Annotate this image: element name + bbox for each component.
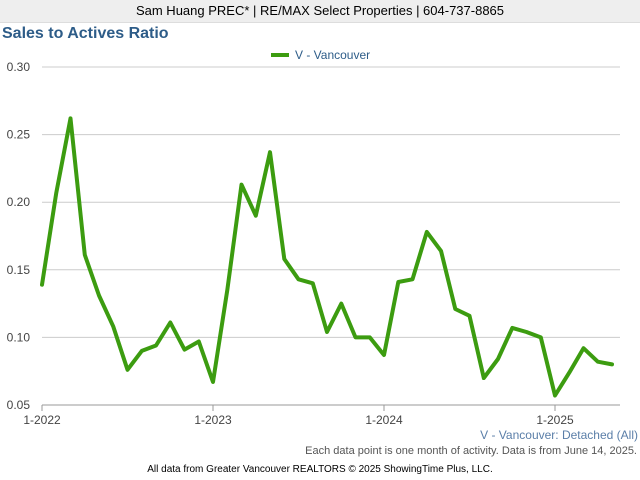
chart-subtitle: V - Vancouver: Detached (All) xyxy=(480,428,638,442)
y-tick-label: 0.30 xyxy=(7,60,31,74)
y-tick-label: 0.20 xyxy=(7,195,31,209)
agent-header: Sam Huang PREC* | RE/MAX Select Properti… xyxy=(0,0,640,23)
chart-title: Sales to Actives Ratio xyxy=(2,25,169,42)
data-note: Each data point is one month of activity… xyxy=(305,445,637,457)
x-axis: 1-2022 1-2023 1-2024 1-2025 xyxy=(23,404,620,427)
x-tick-label: 1-2024 xyxy=(365,413,403,427)
footer-credit: All data from Greater Vancouver REALTORS… xyxy=(147,464,493,475)
y-tick-label: 0.25 xyxy=(7,128,31,142)
line-chart: 0.050.100.150.200.250.30 1-2022 1-2023 1-2… xyxy=(7,48,620,427)
y-tick-label: 0.10 xyxy=(7,330,31,344)
legend: V - Vancouver xyxy=(271,48,370,62)
series-layer xyxy=(40,116,614,398)
y-tick-label: 0.05 xyxy=(7,398,31,412)
legend-label: V - Vancouver xyxy=(295,48,370,62)
series-line xyxy=(40,116,614,398)
grid-lines xyxy=(42,66,620,406)
x-tick-label: 1-2022 xyxy=(23,413,61,427)
y-axis: 0.05 0.10 0.15 0.20 0.25 0.30 xyxy=(7,60,31,412)
x-tick-label: 1-2023 xyxy=(194,413,232,427)
y-tick-label: 0.15 xyxy=(7,263,31,277)
x-tick-label: 1-2025 xyxy=(536,413,574,427)
